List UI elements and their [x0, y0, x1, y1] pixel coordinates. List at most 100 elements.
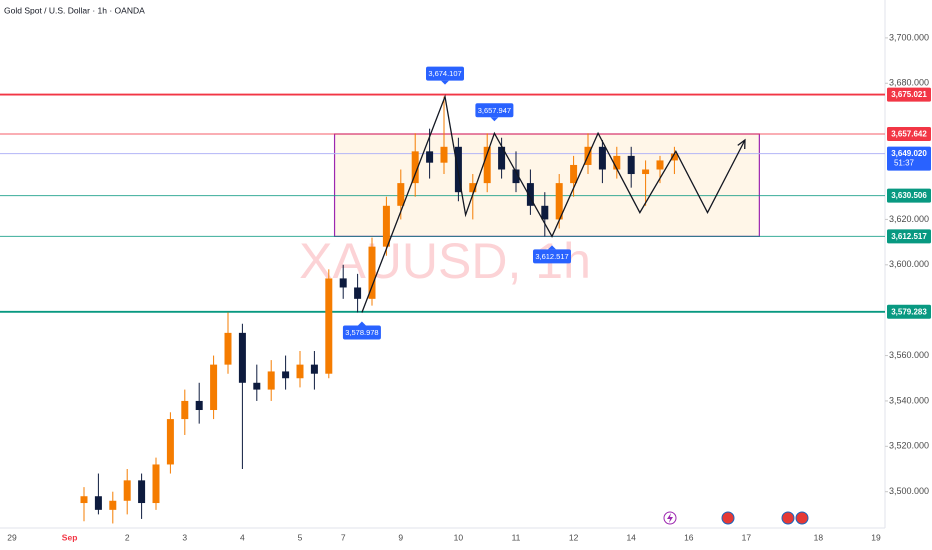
candle-body — [123, 480, 131, 501]
x-tick-label: 2 — [125, 532, 130, 542]
y-tick-label: 3,560.000 — [889, 350, 929, 360]
event-icon[interactable] — [721, 511, 735, 525]
price-tag — [887, 229, 931, 244]
price-tag-label: 3,630.506 — [891, 191, 927, 200]
x-tick-label: 11 — [512, 532, 521, 542]
candle-body — [483, 146, 491, 184]
candle-body — [598, 146, 606, 170]
candle-body — [411, 151, 419, 184]
y-tick-label: 3,620.000 — [889, 214, 929, 224]
candle-body — [555, 183, 563, 220]
x-tick-label: 18 — [814, 532, 824, 542]
event-icon[interactable] — [781, 511, 795, 525]
zigzag-drawing — [361, 94, 746, 313]
price-note: 3,612.517 — [533, 245, 571, 264]
price-tag-label: 3,649.020 — [891, 149, 927, 158]
price-note-pointer — [490, 117, 499, 122]
y-tick-label: 3,680.000 — [889, 78, 929, 88]
price-tag-label: 3,657.642 — [891, 130, 927, 139]
x-tick-label: 16 — [684, 532, 694, 542]
x-tick-label: Sep — [62, 532, 78, 542]
price-tag — [887, 127, 931, 142]
price-note-pointer — [548, 245, 556, 250]
y-tick-label: 3,700.000 — [889, 32, 929, 42]
candle-body — [94, 496, 102, 510]
price-note-box — [475, 103, 514, 118]
event-icon-glyph — [667, 513, 673, 523]
candle-body — [224, 332, 232, 365]
price-note-label: 3,674.107 — [428, 69, 461, 78]
price-tag — [887, 304, 931, 319]
candle-body — [138, 480, 146, 504]
candle-body — [282, 371, 290, 379]
candle-body — [526, 183, 534, 206]
candle-body — [570, 164, 578, 184]
candle-body — [152, 464, 160, 504]
price-note-label: 3,657.947 — [478, 106, 511, 115]
candle-body — [397, 183, 405, 206]
price-countdown: 51:37 — [894, 159, 915, 168]
zigzag-arrowhead — [737, 138, 746, 150]
price-tag-label: 3,579.283 — [891, 307, 927, 316]
candle-body — [80, 496, 88, 504]
price-note: 3,578.978 — [342, 321, 381, 340]
y-tick-label: 3,600.000 — [889, 259, 929, 269]
price-note-label: 3,612.517 — [535, 252, 568, 261]
candle-body — [195, 400, 203, 411]
price-note-label: 3,578.978 — [345, 328, 378, 337]
x-tick-label: 29 — [7, 532, 17, 542]
candle-body — [253, 382, 261, 390]
event-icons — [663, 511, 809, 525]
y-tick-label: 3,520.000 — [889, 441, 929, 451]
price-tag — [887, 146, 931, 171]
candle-body — [656, 160, 664, 170]
x-tick-label: 12 — [569, 532, 579, 542]
candle-body — [426, 151, 434, 163]
candle-body — [339, 278, 347, 288]
candle-body — [109, 500, 117, 510]
candle-body — [238, 332, 246, 383]
price-note: 3,674.107 — [426, 66, 465, 85]
x-tick-label: 14 — [626, 532, 636, 542]
candle-body — [627, 155, 635, 175]
candle-body — [296, 364, 304, 379]
candle-body — [670, 153, 678, 161]
x-tick-label: 7 — [341, 532, 346, 542]
event-icon[interactable] — [795, 511, 809, 525]
candle-body — [310, 364, 318, 374]
candle-body — [440, 146, 448, 163]
x-tick-label: 10 — [454, 532, 464, 542]
price-tag — [887, 188, 931, 203]
candle-body — [642, 169, 650, 175]
y-tick-label: 3,540.000 — [889, 395, 929, 405]
price-note-pointer — [441, 80, 450, 85]
candle-body — [382, 205, 390, 247]
x-tick-label: 3 — [182, 532, 187, 542]
price-note: 3,657.947 — [475, 103, 514, 122]
candle-body — [267, 371, 275, 390]
price-tag — [887, 87, 931, 102]
candle-body — [512, 169, 520, 184]
candle-body — [541, 205, 549, 220]
price-note-box — [342, 325, 381, 340]
x-tick-label: 19 — [871, 532, 881, 542]
candle-body — [498, 146, 506, 170]
candle-body — [454, 146, 462, 193]
candle-body — [613, 155, 621, 170]
x-tick-label: 9 — [398, 532, 403, 542]
candle-body — [181, 400, 189, 420]
price-tag-label: 3,675.021 — [891, 90, 927, 99]
price-note-box — [426, 66, 465, 81]
plot-area — [0, 93, 885, 524]
candle-body — [368, 246, 376, 299]
candle-body — [166, 419, 174, 465]
price-note-pointer — [357, 321, 366, 326]
candle-body — [469, 183, 477, 193]
candle-body — [325, 278, 333, 374]
price-tag-label: 3,612.517 — [891, 232, 927, 241]
candle-body — [210, 364, 218, 411]
x-tick-label: 17 — [742, 532, 752, 542]
